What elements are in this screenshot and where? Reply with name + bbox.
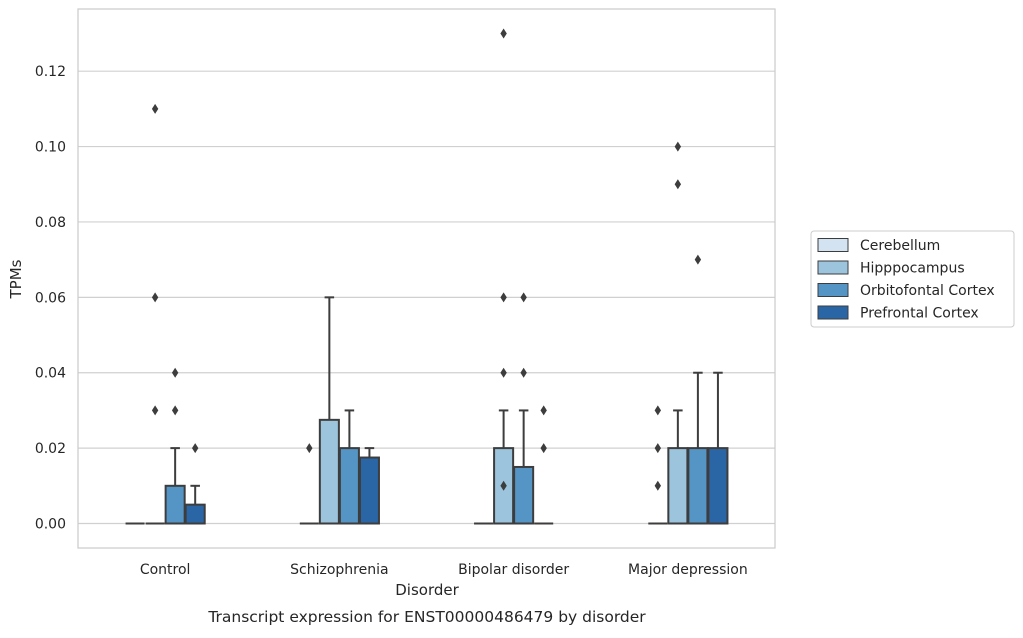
x-tick-label: Control xyxy=(140,562,191,578)
box xyxy=(513,465,535,525)
outlier-point xyxy=(151,292,159,303)
legend-label: Orbitofontal Cortex xyxy=(860,283,995,299)
legend-swatch xyxy=(817,283,849,297)
x-tick-labels: Control Schizophrenia Bipolar disorder Majo… xyxy=(140,562,748,578)
box-group xyxy=(184,443,206,525)
legend-frame xyxy=(810,230,1015,328)
box xyxy=(707,447,729,525)
outlier-point xyxy=(306,443,313,454)
y-tick-labels: 0.00 0.02 0.04 0.06 0.08 0.10 0.12 xyxy=(35,64,66,532)
legend-label: Prefrontal Cortex xyxy=(860,306,979,322)
y-axis-label: TPMs xyxy=(7,259,25,299)
box-group xyxy=(358,447,380,525)
legend-label: Hipppocampus xyxy=(860,261,965,277)
x-tick-label: Major depression xyxy=(628,562,748,578)
outlier-point xyxy=(654,405,662,416)
y-tick-label: 0.02 xyxy=(35,441,66,457)
outlier-point xyxy=(654,480,662,491)
outlier-point xyxy=(500,28,507,39)
outlier-point xyxy=(151,103,159,114)
legend-swatch xyxy=(817,238,849,252)
legend: Cerebellum Hipppocampus Orbitofontal Corte… xyxy=(810,230,1015,328)
y-tick-label: 0.12 xyxy=(35,64,66,80)
outlier-point xyxy=(191,443,199,454)
outlier-point xyxy=(171,367,179,378)
box xyxy=(164,484,186,525)
y-tick-label: 0.10 xyxy=(35,140,66,156)
outlier-point xyxy=(520,367,527,378)
box xyxy=(667,447,689,525)
outlier-point xyxy=(171,405,179,416)
box xyxy=(318,418,340,525)
box-group xyxy=(318,296,340,525)
x-axis-label: Disorder xyxy=(395,581,459,599)
box-group xyxy=(667,141,689,525)
outlier-point xyxy=(694,254,702,265)
box-group xyxy=(534,405,554,525)
y-tick-label: 0.04 xyxy=(35,366,66,382)
y-tick-label: 0.08 xyxy=(35,215,66,231)
box-group xyxy=(145,103,165,525)
box-group xyxy=(493,28,515,525)
x-tick-label: Bipolar disorder xyxy=(458,562,569,578)
outlier-point xyxy=(540,405,547,416)
chart-title: Transcript expression for ENST0000048647… xyxy=(207,608,646,626)
box xyxy=(358,456,380,525)
boxes-layer xyxy=(125,28,729,525)
legend-items: Cerebellum Hipppocampus Orbitofontal Corte… xyxy=(817,238,995,322)
legend-swatch xyxy=(817,260,849,275)
box-group xyxy=(513,292,535,525)
outlier-point xyxy=(500,480,507,491)
x-tick-label: Schizophrenia xyxy=(290,562,388,578)
outlier-point xyxy=(674,179,682,190)
box-group xyxy=(687,254,709,525)
y-tick-label: 0.06 xyxy=(35,290,66,306)
outlier-point xyxy=(674,141,682,152)
legend-label: Cerebellum xyxy=(860,238,940,254)
box-group xyxy=(338,409,360,525)
outlier-point xyxy=(500,367,507,378)
outlier-point xyxy=(540,443,547,454)
outlier-point xyxy=(654,443,662,454)
box-group xyxy=(707,371,729,525)
box xyxy=(338,447,360,525)
plot-frame xyxy=(77,8,776,549)
box xyxy=(687,447,709,525)
outlier-point xyxy=(151,405,159,416)
y-tick-label: 0.00 xyxy=(35,517,66,533)
outlier-point xyxy=(520,292,527,303)
outlier-point xyxy=(500,292,507,303)
legend-swatch xyxy=(817,305,849,320)
box-group xyxy=(164,367,186,525)
box xyxy=(184,503,206,525)
